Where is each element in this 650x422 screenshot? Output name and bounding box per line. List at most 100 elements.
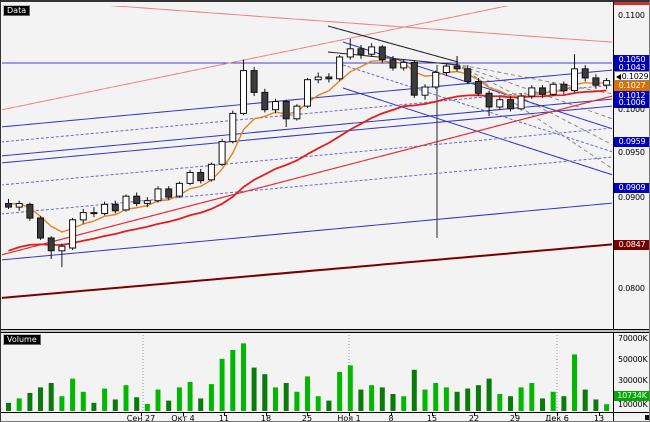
volume-bar — [112, 399, 118, 411]
pane-splitter[interactable] — [1, 329, 649, 333]
red-regression-line-0[interactable] — [1, 86, 650, 256]
volume-bar — [134, 397, 140, 411]
candle-body — [47, 237, 55, 252]
price-axis-label-marker: 0.1029 — [614, 71, 649, 81]
time-axis-tick — [183, 413, 184, 416]
candle-body — [282, 101, 290, 120]
price-axis-label-plain: 0.0950 — [618, 148, 645, 157]
resize-grip[interactable] — [645, 415, 649, 420]
candle-body — [368, 46, 376, 55]
volume-pane-title-chip[interactable]: Volume — [3, 334, 41, 345]
red-trendline-0[interactable] — [1, 2, 526, 111]
volume-bar — [508, 396, 513, 411]
candle-body — [79, 212, 87, 221]
candle-body — [250, 70, 258, 93]
volume-axis-label-plain: 30000K — [618, 376, 648, 385]
time-axis-tick — [515, 413, 516, 416]
candle-body — [603, 80, 611, 86]
time-axis-separator — [1, 412, 649, 413]
price-pane[interactable] — [1, 2, 650, 299]
time-axis-label: Ноя 1 — [337, 414, 361, 422]
candle-body — [5, 203, 12, 208]
blue-channel-line-3[interactable] — [1, 105, 613, 164]
volume-bar — [443, 387, 449, 411]
volume-bar — [294, 391, 300, 411]
volume-bar — [347, 365, 353, 411]
volume-bar — [198, 398, 204, 411]
candle-body — [464, 68, 472, 83]
volume-bar — [604, 404, 610, 411]
candle-body — [240, 70, 247, 114]
volume-bar — [315, 396, 321, 411]
time-axis-label: 18 — [260, 414, 272, 422]
volume-bar — [475, 385, 481, 411]
longterm-support-line-0[interactable] — [1, 241, 650, 299]
candle-body — [207, 163, 215, 181]
candle-body — [37, 217, 44, 239]
gann-fan-line-2[interactable] — [455, 63, 613, 146]
volume-axis-label-plain: 50000K — [618, 355, 648, 364]
volume-bar — [262, 374, 268, 411]
volume-bar — [411, 369, 417, 411]
blue-channel-midline-2[interactable] — [1, 156, 613, 215]
volume-axis-label-plain: 10000K — [618, 400, 648, 409]
candle-body — [165, 188, 173, 198]
volume-bar — [155, 389, 161, 411]
volume-pane[interactable] — [6, 335, 610, 411]
volume-axis-label-plain: 70000K — [618, 334, 648, 343]
candle-body — [485, 92, 493, 108]
candle-body — [453, 65, 461, 70]
volume-bar — [102, 388, 108, 411]
candle-body — [571, 68, 578, 92]
candle-body — [111, 203, 119, 212]
volume-bar — [70, 378, 76, 411]
price-axis-label-plain: 0.0800 — [618, 284, 645, 293]
gann-fan-line-0[interactable] — [455, 63, 613, 95]
price-pane-title-chip[interactable]: Data — [3, 5, 31, 16]
volume-bar — [358, 389, 364, 411]
time-axis-tick — [224, 413, 225, 416]
candle-body — [293, 105, 301, 120]
blue-channel-midline-3[interactable] — [342, 64, 613, 153]
price-axis-label-blue: 0.0959 — [614, 137, 649, 147]
volume-bar — [48, 383, 54, 411]
ma-slow-line[interactable] — [8, 89, 607, 252]
volume-bar — [241, 343, 246, 411]
wedge-line-0[interactable] — [327, 25, 459, 63]
price-axis-label-plain: 0.0900 — [618, 193, 645, 202]
volume-bar — [16, 398, 22, 411]
time-axis-tick — [266, 413, 267, 416]
candle-body — [143, 200, 151, 204]
volume-bar — [251, 367, 257, 411]
volume-bar — [561, 396, 567, 411]
candle-body — [592, 77, 600, 86]
volume-bar — [582, 389, 588, 411]
candle-body — [218, 141, 226, 165]
volume-bar — [6, 402, 11, 411]
candle-body — [389, 59, 397, 69]
volume-bar — [369, 385, 375, 411]
volume-bar — [27, 392, 33, 411]
candle-body — [229, 112, 237, 143]
price-axis-separator — [613, 2, 614, 421]
blue-channel-midline-0[interactable] — [1, 84, 613, 143]
volume-bar — [91, 402, 97, 411]
price-axis-label-blue: 0.0909 — [614, 183, 649, 193]
volume-bar — [379, 387, 385, 411]
candle-body — [58, 245, 66, 252]
blue-channel-midline-1[interactable] — [1, 127, 613, 186]
volume-bar — [80, 391, 86, 411]
candle-body — [357, 48, 365, 55]
candle-body — [539, 87, 546, 95]
red-trendline-1[interactable] — [61, 2, 650, 45]
candle-body — [186, 172, 194, 184]
volume-bar — [465, 388, 471, 411]
candle-body — [26, 203, 34, 219]
volume-bar — [390, 394, 396, 411]
volume-bar — [550, 391, 556, 411]
volume-bar — [540, 398, 545, 411]
candle-body — [560, 83, 568, 92]
blue-channel-line-4[interactable] — [1, 202, 613, 261]
